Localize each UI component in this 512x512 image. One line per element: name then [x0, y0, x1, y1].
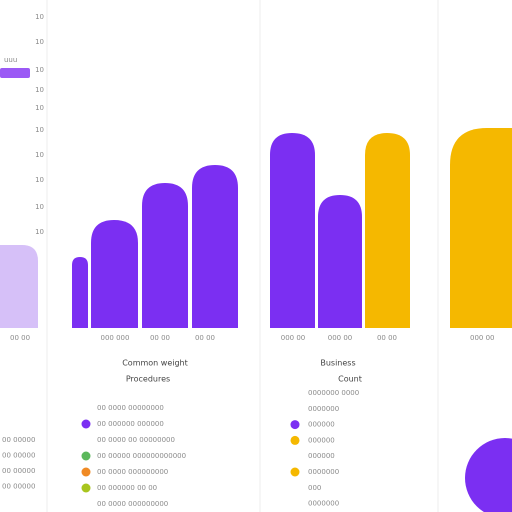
x-label: 00 00 — [195, 334, 215, 342]
tick-label: 10 — [35, 203, 44, 211]
tick-label: 10 — [35, 104, 44, 112]
legend-item: 000 — [308, 484, 321, 492]
legend-item: 000000 — [308, 421, 335, 429]
bar — [270, 133, 315, 328]
bar — [450, 128, 512, 328]
bar — [0, 245, 38, 328]
badge: uuu — [4, 56, 17, 64]
legend-item: 00 00000 000000000000 — [97, 452, 186, 460]
note: 00 00000 — [2, 483, 35, 491]
bars — [72, 165, 238, 328]
tick-label: 10 — [35, 86, 44, 94]
x-label: 000 00 — [328, 334, 353, 342]
legend-dot — [81, 483, 91, 493]
legend-item: 00 000000 00 00 — [97, 484, 157, 492]
legend-dot — [81, 451, 91, 461]
x-label: 00 00 — [377, 334, 397, 342]
x-label: 000 00 — [281, 334, 306, 342]
tick-label: 10 — [35, 228, 44, 236]
note: 00 00000 — [2, 452, 35, 460]
bar — [72, 257, 88, 328]
legend-item: 00 000000 000000 — [97, 420, 164, 428]
legend-item: 000000 — [308, 452, 335, 460]
tick-label: 10 — [35, 66, 44, 74]
tick-label: 10 — [35, 13, 44, 21]
tick-label: 10 — [35, 176, 44, 184]
bar-label: 00 00 — [10, 334, 30, 342]
legend-item: 0000000 — [308, 405, 339, 413]
donut-segment — [465, 438, 512, 512]
bar-label: 000 00 — [470, 334, 495, 342]
legend-item: 00 0000 00000000 — [97, 404, 164, 412]
bar — [192, 165, 238, 328]
bar — [142, 183, 188, 328]
legend-dot — [81, 419, 91, 429]
legend-item: 00 0000 000000000 — [97, 500, 168, 508]
legend-dot — [290, 435, 300, 445]
bar — [318, 195, 362, 328]
legend-item: 000000 — [308, 436, 335, 444]
bar — [91, 220, 138, 328]
x-label: 000 000 — [101, 334, 130, 342]
legend-item: 0000000 — [308, 468, 339, 476]
legend-item: 0000000 — [308, 500, 339, 508]
x-label: 00 00 — [150, 334, 170, 342]
legend-item: 00 0000 00 00000000 — [97, 436, 175, 444]
tick-label: 10 — [35, 126, 44, 134]
legend-item: 00 0000 000000000 — [97, 468, 168, 476]
section-subtitle: Count — [338, 375, 362, 384]
note: 00 00000 — [2, 436, 35, 444]
legend-dot — [290, 420, 300, 430]
bar — [365, 133, 410, 328]
section-subtitle: Procedures — [126, 375, 170, 384]
dividers — [46, 0, 439, 512]
legend-dot — [81, 467, 91, 477]
note: 00 00000 — [2, 467, 35, 475]
section-title: Business — [320, 359, 355, 368]
tick-label: 10 — [35, 38, 44, 46]
badge-bar — [0, 68, 30, 78]
bars — [270, 133, 410, 328]
legend-dot — [290, 467, 300, 477]
legend-item: 0000000 0000 — [308, 389, 359, 397]
tick-label: 10 — [35, 151, 44, 159]
section-title: Common weight — [122, 359, 188, 368]
